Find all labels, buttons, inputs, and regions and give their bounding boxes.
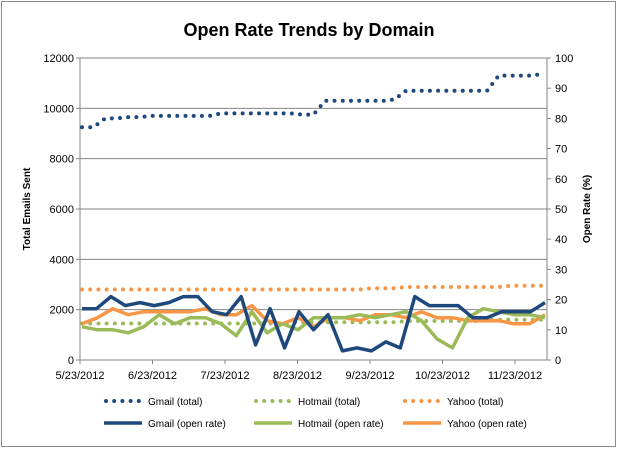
legend-item: Hotmail (open rate) — [254, 419, 384, 430]
legend-item: Yahoo (open rate) — [403, 419, 527, 430]
series-layer — [80, 71, 547, 353]
series-gmail-open-rate — [82, 294, 546, 353]
left-axis-ticks: 0 2000 4000 6000 8000 10000 12000 — [43, 53, 80, 367]
legend-label: Gmail (total) — [148, 397, 202, 408]
legend-label: Yahoo (total) — [447, 397, 504, 408]
x-tick-label: 8/23/2012 — [273, 370, 322, 382]
right-tick-label: 50 — [555, 204, 567, 216]
right-tick-label: 80 — [555, 113, 567, 125]
x-tick-label: 6/23/2012 — [128, 370, 177, 382]
legend-label: Gmail (open rate) — [148, 419, 226, 430]
left-tick-label: 8000 — [50, 154, 74, 166]
left-axis-title: Total Emails Sent — [22, 167, 33, 250]
left-tick-label: 4000 — [50, 254, 74, 266]
right-tick-label: 70 — [555, 144, 567, 156]
chart-title: Open Rate Trends by Domain — [183, 20, 434, 40]
legend-item: Yahoo (total) — [403, 397, 504, 408]
series-gmail-total — [80, 71, 547, 130]
right-tick-label: 90 — [555, 83, 567, 95]
x-tick-label: 10/23/2012 — [415, 370, 470, 382]
legend-label: Hotmail (open rate) — [298, 419, 384, 430]
right-tick-label: 60 — [555, 174, 567, 186]
x-tick-label: 11/23/2012 — [488, 370, 542, 382]
left-tick-label: 2000 — [50, 305, 74, 317]
series-hotmail-open-rate — [81, 306, 546, 350]
legend: Gmail (total) Hotmail (total) Yahoo (total… — [104, 397, 527, 430]
right-tick-label: 0 — [555, 355, 561, 367]
x-tick-label: 9/23/2012 — [346, 370, 395, 382]
right-axis-title: Open Rate (%) — [582, 175, 593, 243]
left-tick-label: 6000 — [50, 204, 74, 216]
legend-label: Hotmail (total) — [298, 397, 360, 408]
right-axis-ticks: 0 10 20 30 40 50 60 70 80 90 100 — [547, 53, 573, 367]
x-tick-label: 7/23/2012 — [201, 370, 250, 382]
left-tick-label: 0 — [68, 355, 74, 367]
right-tick-label: 40 — [555, 234, 567, 246]
left-tick-label: 10000 — [43, 103, 74, 115]
x-axis-ticks: 5/23/2012 6/23/2012 7/23/2012 8/23/2012 9/23… — [56, 360, 542, 382]
legend-item: Hotmail (total) — [254, 397, 360, 408]
legend-item: Gmail (open rate) — [104, 419, 226, 430]
legend-item: Gmail (total) — [104, 397, 202, 408]
gridlines — [80, 57, 547, 361]
legend-label: Yahoo (open rate) — [447, 419, 527, 430]
x-tick-label: 5/23/2012 — [56, 370, 105, 382]
left-tick-label: 12000 — [43, 53, 74, 65]
right-tick-label: 30 — [555, 264, 567, 276]
right-tick-label: 10 — [555, 325, 567, 337]
series-yahoo-total — [80, 283, 547, 292]
right-tick-label: 100 — [555, 53, 573, 65]
right-tick-label: 20 — [555, 295, 567, 307]
